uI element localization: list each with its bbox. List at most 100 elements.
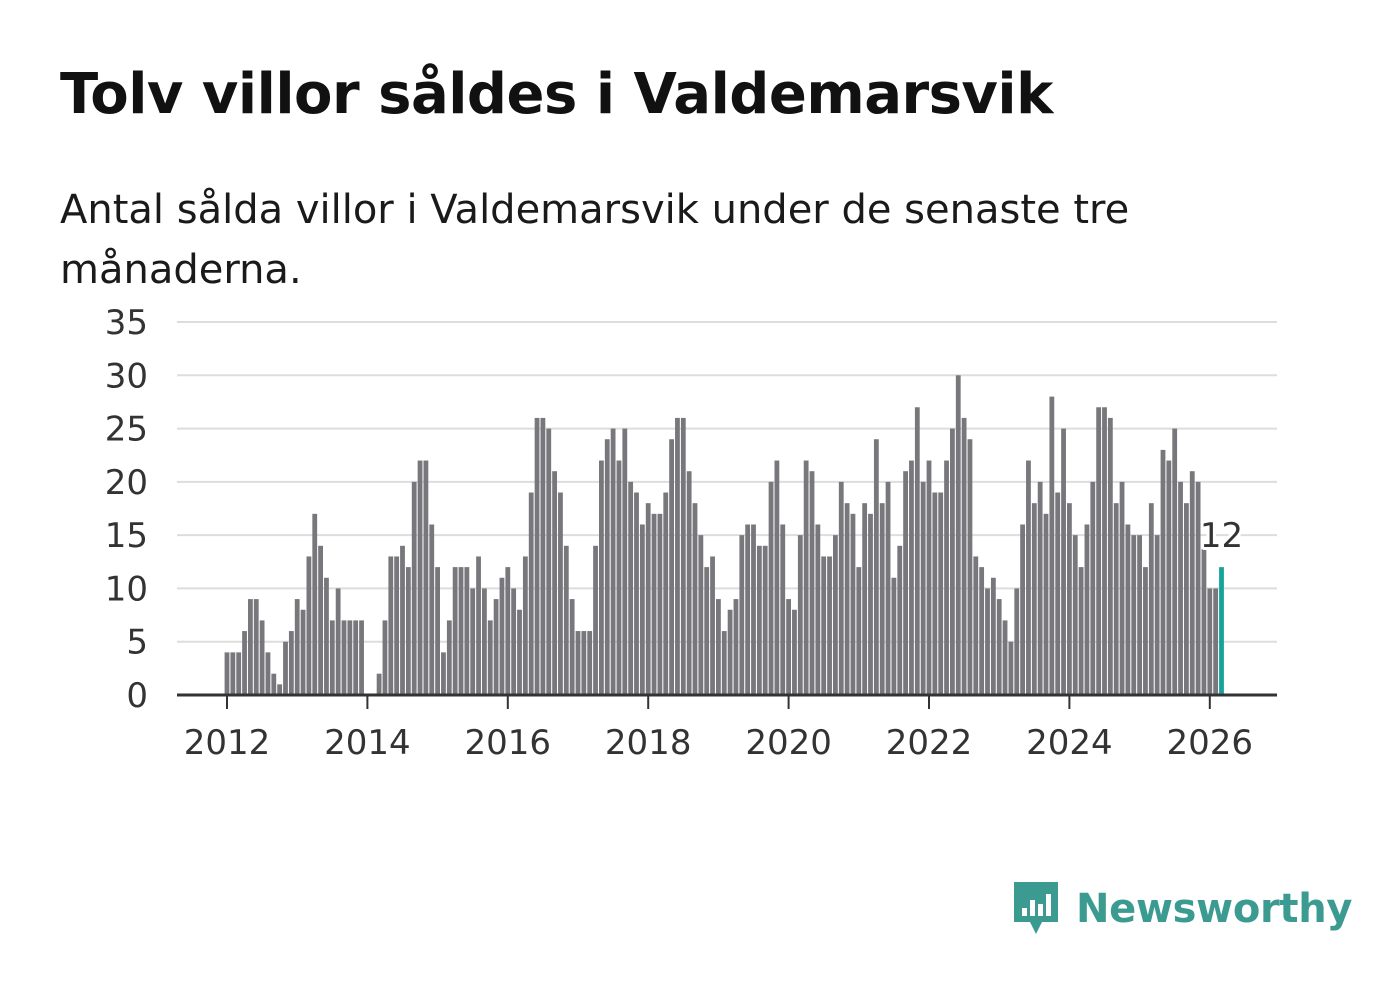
bar [692, 503, 698, 695]
bar [920, 481, 926, 695]
bar [1148, 503, 1154, 695]
bar [1213, 588, 1219, 695]
x-tick-label: 2016 [465, 723, 552, 763]
bar [721, 631, 727, 695]
bar [1067, 503, 1072, 695]
bar [1178, 481, 1183, 695]
bar [400, 545, 405, 695]
bar [540, 417, 546, 695]
bar [499, 577, 505, 695]
bar [441, 652, 446, 695]
bar [616, 460, 622, 695]
bar [511, 588, 517, 695]
bar [271, 673, 277, 695]
bar [324, 577, 329, 695]
bar [347, 620, 353, 695]
bar [1072, 535, 1078, 695]
bar [382, 620, 388, 695]
bar [639, 524, 645, 695]
bar [1096, 407, 1102, 695]
bar [651, 513, 657, 695]
bar [1090, 481, 1096, 695]
bar [938, 492, 944, 695]
bar [786, 599, 791, 695]
bar [1166, 460, 1172, 695]
bar [809, 471, 815, 695]
bar [1014, 588, 1020, 695]
bar [259, 620, 265, 695]
bar [891, 577, 897, 695]
bar [236, 652, 242, 695]
bar [493, 599, 499, 695]
bar [388, 556, 394, 695]
bar [505, 567, 511, 695]
bar [300, 609, 306, 695]
bar [429, 524, 435, 695]
bar [1061, 428, 1066, 695]
bar [253, 599, 259, 695]
bar [792, 609, 797, 695]
bar [967, 439, 973, 695]
y-tick-label: 0 [126, 676, 148, 716]
bar [283, 641, 288, 695]
bar [675, 417, 680, 695]
bar [1113, 503, 1119, 695]
newsworthy-logo: Newsworthy [1010, 878, 1353, 940]
bar [464, 567, 470, 695]
bar [306, 556, 312, 695]
bar [1002, 620, 1008, 695]
bar [552, 471, 557, 695]
bar [599, 460, 604, 695]
bar [955, 375, 961, 695]
bar [1201, 545, 1207, 695]
bar [452, 567, 458, 695]
bar [944, 460, 949, 695]
bar [1037, 481, 1043, 695]
y-tick-label: 30 [105, 356, 148, 396]
newsworthy-logo-icon [1014, 882, 1058, 934]
bar [996, 599, 1002, 695]
bars [224, 375, 1224, 695]
bar [926, 460, 932, 695]
bar [288, 631, 294, 695]
bar [546, 428, 552, 695]
bar [797, 535, 803, 695]
bar [716, 599, 721, 695]
bar [318, 545, 323, 695]
bar [1143, 567, 1148, 695]
bar [359, 620, 364, 695]
bar [1107, 417, 1113, 695]
bar [563, 545, 569, 695]
bar [862, 503, 868, 695]
bar [411, 481, 417, 695]
bar [394, 556, 400, 695]
bar [277, 684, 283, 695]
bar [751, 524, 756, 695]
bar [522, 556, 528, 695]
bar [610, 428, 616, 695]
axes [177, 693, 1277, 709]
bar [727, 609, 733, 695]
bar [575, 631, 581, 695]
bar [1008, 641, 1014, 695]
bar [1172, 428, 1178, 695]
bar [517, 609, 522, 695]
bar [230, 652, 236, 695]
bar [628, 481, 634, 695]
bar [265, 652, 271, 695]
highlight-value-label: 12 [1200, 516, 1243, 556]
bar [482, 588, 487, 695]
bar [446, 620, 452, 695]
bar [856, 567, 862, 695]
bar [838, 481, 844, 695]
bar [1084, 524, 1090, 695]
chart-subtitle: Antal sålda villor i Valdemarsvik under … [60, 187, 1130, 293]
bar [733, 599, 739, 695]
bar [909, 460, 914, 695]
bar [329, 620, 335, 695]
bar [833, 535, 838, 695]
bar [1102, 407, 1107, 695]
labels: 0 5 10 15 20 25 30 35 2012 2014 2016 2018 2020 2022 20… [105, 303, 1253, 763]
bar [663, 492, 669, 695]
y-tick-label: 20 [105, 463, 148, 503]
